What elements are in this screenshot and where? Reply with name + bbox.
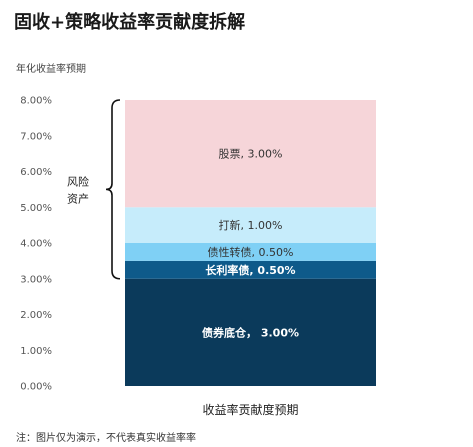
segment-data-label: 债性转债, 0.50%	[208, 245, 294, 259]
x-category-label: 收益率贡献度预期	[202, 402, 298, 417]
y-tick-label: 8.00%	[20, 96, 52, 107]
y-tick-label: 7.00%	[20, 131, 52, 142]
y-tick-label: 5.00%	[20, 203, 52, 214]
bar-segment-5	[125, 100, 376, 208]
y-axis-label: 年化收益率预期	[16, 64, 86, 75]
bar-segment-3	[125, 243, 376, 261]
segment-data-label: 债券底仓， 3.00%	[202, 325, 299, 339]
segment-data-label: 长利率债, 0.50%	[205, 263, 295, 277]
bar-segment-4	[125, 207, 376, 243]
y-tick-label: 6.00%	[20, 167, 52, 178]
y-tick-label: 2.00%	[20, 310, 52, 321]
chart-title: 固收+策略收益率贡献度拆解	[14, 12, 246, 33]
y-tick-label: 3.00%	[20, 274, 52, 285]
y-tick-label: 1.00%	[20, 346, 52, 357]
brace-label: 风险	[67, 174, 89, 188]
segment-data-label: 股票, 3.00%	[219, 148, 283, 161]
risk-assets-brace	[105, 99, 121, 280]
bar-segment-1	[125, 278, 376, 386]
footnote: 注：图片仅为演示，不代表真实收益率率	[16, 433, 196, 444]
segment-data-label: 打新, 1.00%	[219, 218, 283, 232]
brace-label: 资产	[67, 191, 89, 205]
y-tick-label: 0.00%	[20, 382, 52, 393]
bar-segment-2	[125, 260, 376, 279]
y-tick-label: 4.00%	[20, 239, 52, 250]
